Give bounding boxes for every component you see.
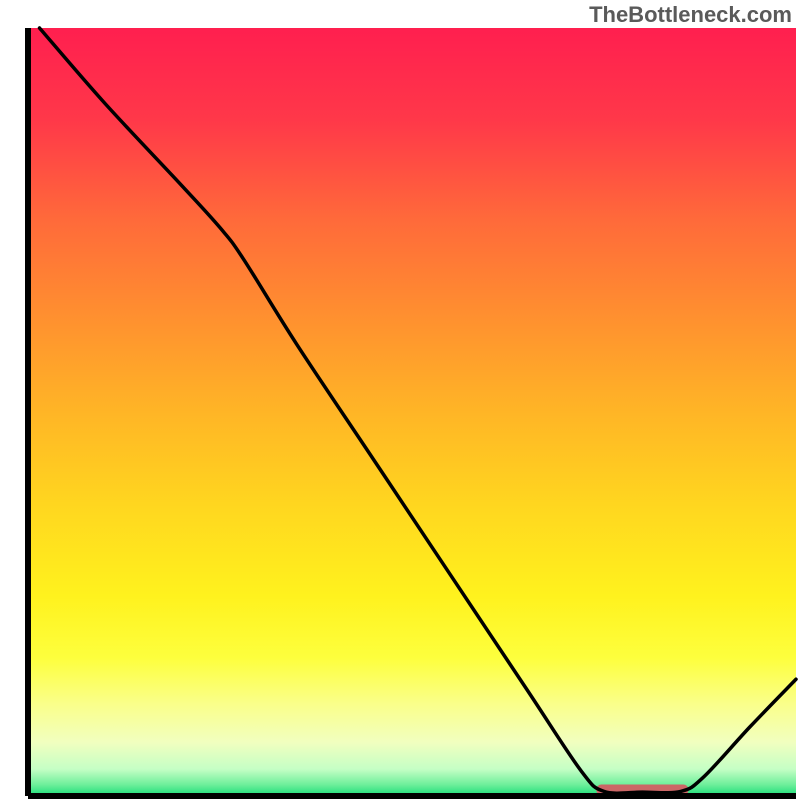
chart-container: { "watermark": { "text": "TheBottleneck.… [0,0,800,800]
watermark-text: TheBottleneck.com [589,2,792,28]
bottleneck-chart [0,0,800,800]
